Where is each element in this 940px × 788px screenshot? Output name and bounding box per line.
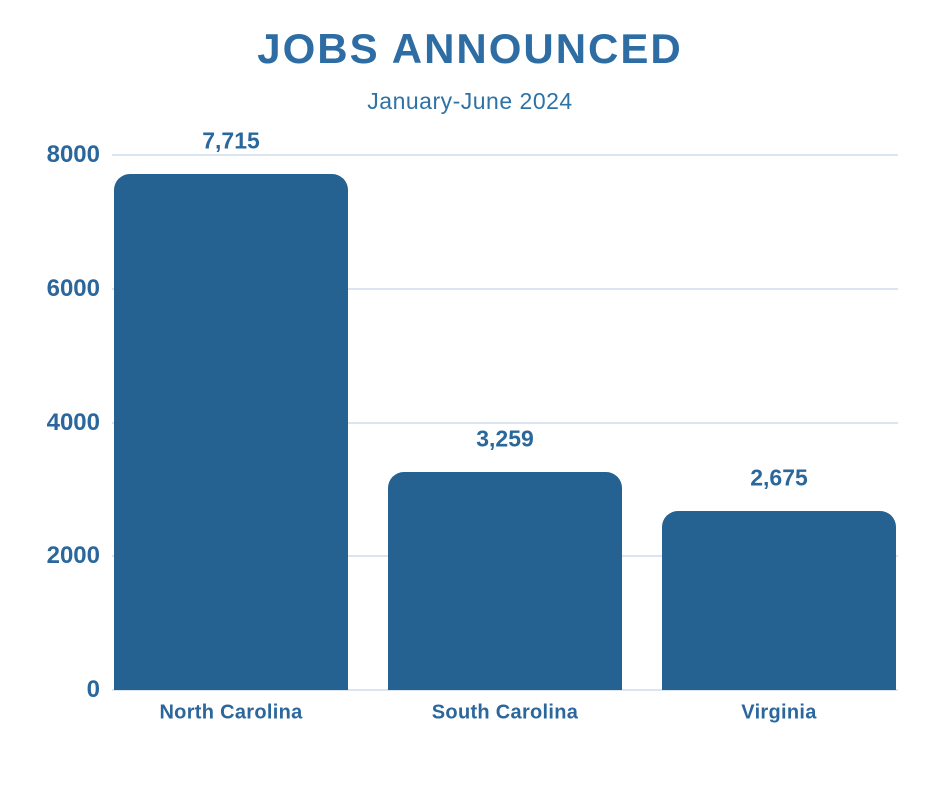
gridline-8000 [112, 154, 898, 156]
chart-title: JOBS ANNOUNCED [257, 25, 683, 72]
bar-north-carolina [114, 174, 348, 690]
y-tick-label-8000: 8000 [46, 141, 100, 168]
bar-virginia [662, 511, 896, 690]
gridline-0 [112, 689, 898, 691]
y-tick-label-0: 0 [86, 676, 100, 703]
value-label-virginia: 2,675 [750, 464, 808, 491]
value-label-north-carolina: 7,715 [202, 127, 260, 154]
chart-subtitle: January-June 2024 [367, 88, 573, 114]
gridline-6000 [112, 287, 898, 290]
value-label-south-carolina: 3,259 [476, 425, 534, 452]
x-category-label-south-carolina: South Carolina [431, 701, 579, 724]
y-tick-label-2000: 2000 [46, 542, 100, 570]
gridline-4000 [112, 421, 898, 424]
x-category-label-virginia: Virginia [741, 701, 817, 724]
y-tick-label-6000: 6000 [46, 274, 100, 302]
x-category-label-north-carolina: North Carolina [159, 701, 303, 724]
y-tick-label-4000: 4000 [46, 408, 100, 436]
bar-south-carolina [388, 472, 622, 690]
